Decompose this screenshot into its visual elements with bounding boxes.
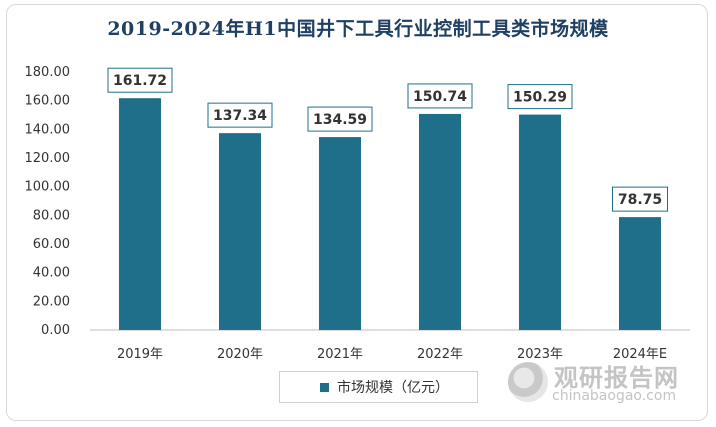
data-label-box	[407, 83, 473, 109]
watermark-logo-icon	[508, 362, 548, 402]
x-tick-label: 2020年	[217, 347, 263, 362]
data-label-box	[207, 102, 273, 128]
data-label-box	[507, 84, 573, 110]
watermark-domain: chinabaogao.com	[552, 388, 677, 404]
data-label-box	[107, 67, 173, 93]
x-tick-label: 2021年	[317, 347, 363, 362]
chart-title: 2019-2024年H1中国井下工具行业控制工具类市场规模	[107, 18, 609, 40]
y-tick-label: 180.00	[25, 65, 71, 80]
y-tick-label: 80.00	[33, 208, 70, 223]
chart-legend: 市场规模（亿元）	[279, 371, 478, 403]
x-tick-label: 2024年E	[613, 347, 667, 362]
x-tick-label: 2022年	[417, 347, 463, 362]
bar	[219, 133, 261, 330]
legend-label: 市场规模（亿元）	[337, 380, 449, 396]
data-label-box	[612, 186, 668, 212]
bar	[419, 113, 461, 330]
bar	[119, 98, 161, 331]
y-tick-label: 100.00	[25, 180, 71, 195]
data-label: 161.72	[113, 73, 167, 89]
y-tick-label: 120.00	[25, 151, 71, 166]
y-tick-label: 160.00	[25, 94, 71, 109]
data-label: 137.34	[213, 108, 267, 124]
bar	[319, 137, 361, 330]
watermark-brand: 观研报告网	[554, 364, 679, 392]
y-tick-label: 0.00	[41, 323, 70, 338]
y-tick-label: 140.00	[25, 122, 71, 137]
y-tick-label: 60.00	[33, 237, 70, 252]
data-label-box	[307, 106, 373, 132]
data-label: 78.75	[618, 192, 662, 208]
data-label: 150.74	[413, 89, 467, 105]
bar	[619, 217, 661, 330]
legend-swatch	[320, 382, 329, 392]
data-label: 134.59	[313, 112, 367, 128]
x-tick-label: 2019年	[117, 347, 163, 362]
x-tick-label: 2023年	[517, 347, 563, 362]
y-tick-label: 20.00	[33, 294, 70, 309]
y-tick-label: 40.00	[33, 266, 70, 281]
watermark: 观研报告网 chinabaogao.com	[508, 358, 708, 408]
data-label: 150.29	[513, 90, 567, 106]
bar	[519, 114, 561, 330]
